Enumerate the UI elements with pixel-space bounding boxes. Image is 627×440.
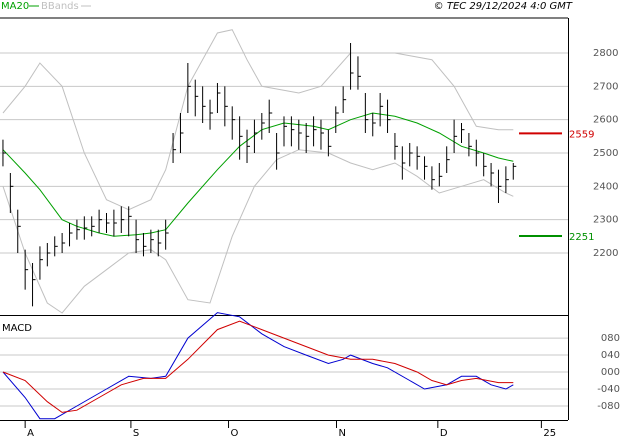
y-tick-label: 040	[601, 350, 620, 361]
y-tick-label: 2400	[593, 181, 618, 192]
y-tick-label: 080	[601, 333, 620, 344]
line	[2, 112, 514, 237]
x-tick-label: S	[133, 428, 139, 439]
line	[2, 149, 514, 314]
y-tick-label: 2500	[593, 148, 618, 159]
panel-title: MACD	[2, 323, 32, 334]
y-tick-label: -040	[597, 384, 620, 395]
x-tick-label: D	[440, 428, 448, 439]
x-tick-label: 25	[543, 428, 556, 439]
y-tick-label: 2800	[593, 48, 618, 59]
x-tick-label: O	[231, 428, 239, 439]
y-tick-label: 2600	[593, 115, 618, 126]
source: © TEC 29/12/2024 4:0 GMT	[434, 1, 573, 12]
y-tick-label: -080	[597, 401, 620, 412]
level-label: 2559	[569, 129, 594, 140]
line	[2, 29, 514, 211]
legend-label: MA20	[1, 1, 29, 12]
legend-label: BBands	[41, 1, 79, 12]
y-tick-label: 2300	[593, 215, 618, 226]
line	[2, 312, 514, 420]
level-label: 2251	[569, 232, 594, 243]
y-tick-label: 2200	[593, 248, 618, 259]
x-tick-label: A	[27, 428, 34, 439]
y-tick-label: 000	[601, 367, 620, 378]
line	[2, 320, 514, 413]
y-tick-label: 2700	[593, 81, 618, 92]
x-tick-label: N	[339, 428, 346, 439]
